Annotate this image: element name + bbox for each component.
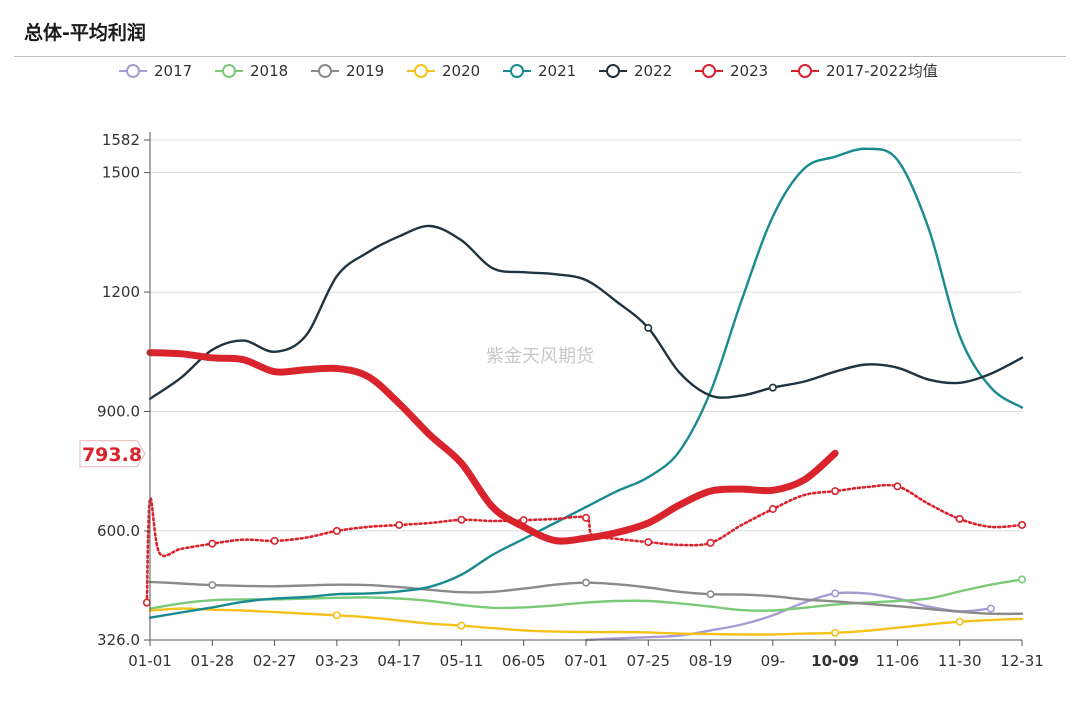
page-title: 总体-平均利润 (24, 22, 146, 44)
series-marker-2017-2022均值 (955, 514, 964, 523)
series-marker-2019 (208, 581, 217, 590)
y-tick-label: 1582 (102, 131, 140, 149)
series-marker-2017-2022均值 (581, 513, 590, 522)
series-marker-2017-2022均值 (706, 538, 715, 547)
x-tick-label: 08-19 (689, 652, 733, 670)
value-callout: 793.8 (79, 440, 146, 468)
x-tick-label: 05-11 (440, 652, 484, 670)
series-marker-2017-2022均值 (1017, 520, 1026, 529)
x-tick-label: 11-30 (938, 652, 982, 670)
legend-swatch-marker (702, 64, 716, 78)
series-line-2023 (146, 349, 839, 545)
y-tick-label: 326.0 (97, 631, 140, 649)
legend-label: 2020 (442, 62, 480, 80)
legend-swatch-marker (222, 64, 236, 78)
series-marker-2017-2022均值 (831, 487, 840, 496)
legend-item-2017: 2017 (119, 62, 192, 80)
legend-swatch-marker (798, 64, 812, 78)
x-tick-label: 03-23 (315, 652, 359, 670)
legend-item-2017-2022均值: 2017-2022均值 (791, 62, 938, 80)
series-marker-2017 (986, 604, 995, 613)
legend-swatch-marker (510, 64, 524, 78)
series-marker-2019 (581, 578, 590, 587)
series-line-2022 (148, 224, 1024, 400)
series-marker-2019 (706, 590, 715, 599)
series-marker-2017-2022均值 (644, 538, 653, 547)
x-tick-label-highlight: 10-09 (811, 652, 859, 670)
series-marker-2017-2022均值 (893, 482, 902, 491)
series-marker-2020 (955, 617, 964, 626)
series-marker-2018 (1017, 575, 1026, 584)
x-tick-label: 12-31 (1000, 652, 1044, 670)
series-line-2018 (148, 578, 1024, 612)
legend-swatch-marker (318, 64, 332, 78)
series-marker-2017-2022均值 (768, 505, 777, 514)
legend-label: 2023 (730, 62, 768, 80)
legend-label: 2022 (634, 62, 672, 80)
legend-label: 2018 (250, 62, 288, 80)
title-divider (14, 56, 1066, 57)
series-marker-2022 (644, 323, 653, 332)
y-tick-label: 1200 (102, 283, 140, 301)
y-tick-label: 900.0 (97, 402, 140, 420)
legend-item-2018: 2018 (215, 62, 288, 80)
series-line-2020 (148, 607, 1024, 636)
legend-label: 2019 (346, 62, 384, 80)
x-tick-label: 11-06 (876, 652, 920, 670)
series-marker-2020 (831, 628, 840, 637)
y-tick-label: 600.0 (97, 522, 140, 540)
grid-lines (150, 139, 1022, 641)
series-marker-2022 (768, 383, 777, 392)
axes: 326.0 600.0 900.0 1200 1500 1582 01-01 01-28 02-… (97, 131, 1044, 670)
x-tick-label: 02-27 (253, 652, 297, 670)
callout-value: 793.8 (82, 444, 142, 466)
legend-swatch-marker (606, 64, 620, 78)
series-marker-2017-2022均值 (332, 526, 341, 535)
series-line-2021 (148, 147, 1024, 619)
series-marker-2017 (831, 589, 840, 598)
legend-item-2023: 2023 (695, 62, 768, 80)
x-tick-label: 01-28 (190, 652, 234, 670)
legend-label: 2021 (538, 62, 576, 80)
legend-swatch-marker (126, 64, 140, 78)
series-marker-2020 (332, 611, 341, 620)
callout-box (79, 440, 146, 468)
series-marker-2020 (457, 621, 466, 630)
x-tick-label: 06-05 (502, 652, 546, 670)
series-layer (142, 147, 1026, 642)
legend-item-2021: 2021 (503, 62, 576, 80)
x-tick-label: 01-01 (128, 652, 172, 670)
legend-item-2019: 2019 (311, 62, 384, 80)
y-tick-label: 1500 (102, 164, 140, 182)
legend-item-2020: 2020 (407, 62, 480, 80)
x-tick-label: 07-01 (564, 652, 608, 670)
legend-label: 2017 (154, 62, 192, 80)
series-marker-2017-2022均值 (142, 598, 151, 607)
series-marker-2017-2022均值 (270, 536, 279, 545)
series-marker-2017-2022均值 (457, 515, 466, 524)
watermark: 紫金天风期货 (486, 346, 594, 367)
series-marker-2017-2022均值 (395, 520, 404, 529)
x-tick-label: 09- (761, 652, 786, 670)
x-tick-label: 04-17 (377, 652, 421, 670)
legend-label: 2017-2022均值 (826, 62, 938, 80)
chart-legend: 2017 2018 2019 2020 2021 2022 2023 2017-2022均值 (119, 62, 938, 80)
series-marker-2017-2022均值 (208, 539, 217, 548)
legend-swatch-marker (414, 64, 428, 78)
series-line-2017-2022均值 (145, 483, 1024, 604)
legend-item-2022: 2022 (599, 62, 672, 80)
x-tick-label: 07-25 (626, 652, 670, 670)
